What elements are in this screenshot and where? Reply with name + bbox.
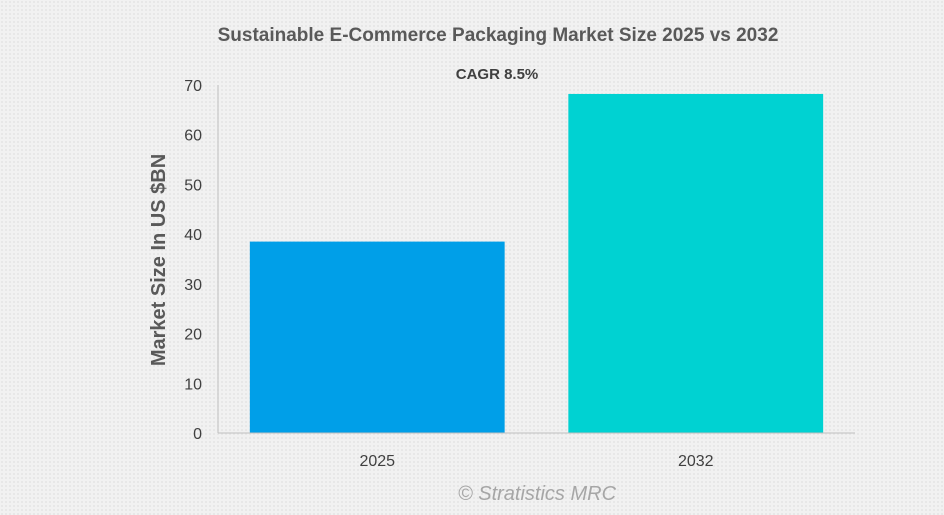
y-tick-label: 60	[184, 128, 202, 145]
x-axis-ticks: 2025 2032	[359, 453, 713, 470]
y-tick-label: 0	[193, 426, 202, 443]
y-tick-label: 10	[184, 376, 202, 393]
watermark: © Stratistics MRC	[458, 483, 617, 505]
cagr-annotation: CAGR 8.5%	[456, 66, 539, 83]
y-tick-label: 20	[184, 327, 202, 344]
chart-title: Sustainable E-Commerce Packaging Market …	[218, 25, 779, 46]
bars	[249, 93, 824, 433]
bar-2025	[249, 241, 505, 433]
bar-2032	[568, 93, 824, 433]
y-axis-label: Market Size In US $BN	[148, 154, 170, 366]
y-tick-label: 30	[184, 277, 202, 294]
y-tick-label: 50	[184, 177, 202, 194]
y-tick-label: 70	[184, 78, 202, 95]
y-axis-ticks: 0 10 20 30 40 50 60 70	[184, 78, 202, 443]
x-tick-label: 2025	[359, 453, 395, 470]
y-tick-label: 40	[184, 227, 202, 244]
x-tick-label: 2032	[678, 453, 714, 470]
